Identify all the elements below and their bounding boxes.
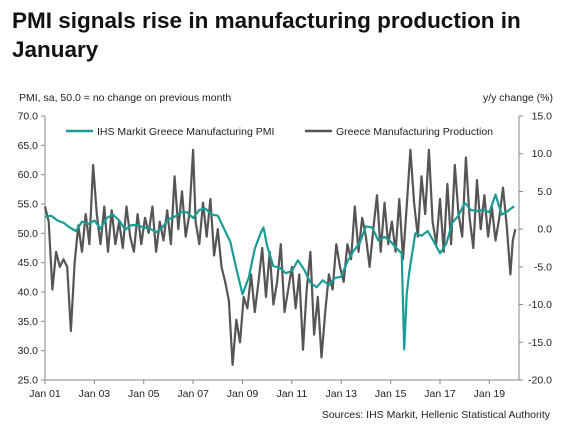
right-axis-note: y/y change (%) (483, 92, 553, 104)
chart-title: PMI signals rise in manufacturing produc… (12, 6, 568, 64)
left-tick-label: 55.0 (18, 199, 39, 211)
x-tick-label: Jan 01 (29, 388, 61, 400)
chart-title-line-2: January (12, 37, 99, 62)
x-tick-label: Jan 07 (177, 388, 209, 400)
left-tick-label: 25.0 (18, 375, 39, 387)
x-tick-label: Jan 13 (325, 388, 357, 400)
left-tick-label: 60.0 (18, 169, 39, 181)
plot-area (43, 148, 517, 366)
right-tick-label: 0.0 (537, 224, 552, 236)
x-tick-label: Jan 15 (375, 388, 407, 400)
x-tick-label: Jan 17 (424, 388, 456, 400)
right-tick-label: -10.0 (528, 299, 552, 311)
right-tick-label: -20.0 (528, 375, 552, 387)
chart-title-line-1: PMI signals rise in manufacturing produc… (12, 8, 521, 33)
source-note: Sources: IHS Markit, Hellenic Statistica… (322, 409, 551, 421)
left-axis-note: PMI, sa, 50.0 = no change on previous mo… (19, 92, 231, 104)
legend: IHS Markit Greece Manufacturing PMI Greec… (66, 126, 493, 138)
right-tick-label: 15.0 (532, 111, 553, 123)
x-tick-label: Jan 09 (227, 388, 259, 400)
right-tick-label: 10.0 (532, 148, 553, 160)
right-tick-label: 5.0 (537, 186, 552, 198)
series-line-production (43, 148, 517, 366)
left-tick-label: 65.0 (18, 140, 39, 152)
legend-label-pmi: IHS Markit Greece Manufacturing PMI (97, 126, 274, 138)
left-tick-label: 40.0 (18, 287, 39, 299)
left-tick-label: 70.0 (18, 111, 39, 123)
left-tick-label: 30.0 (18, 345, 39, 357)
left-tick-label: 50.0 (18, 228, 39, 240)
x-tick-label: Jan 11 (277, 388, 308, 400)
right-tick-label: -5.0 (534, 261, 552, 273)
left-tick-label: 35.0 (18, 316, 39, 328)
left-tick-label: 45.0 (18, 257, 39, 269)
right-tick-label: -15.0 (528, 337, 552, 349)
axes: 25.0 30.0 35.0 40.0 45.0 50.0 55.0 60.0 65.0 70.0… (18, 111, 553, 401)
x-tick-label: Jan 03 (79, 388, 111, 400)
legend-label-production: Greece Manufacturing Production (336, 126, 493, 138)
x-tick-label: Jan 19 (474, 388, 506, 400)
series-line-pmi (44, 193, 515, 351)
x-tick-label: Jan 05 (128, 388, 160, 400)
